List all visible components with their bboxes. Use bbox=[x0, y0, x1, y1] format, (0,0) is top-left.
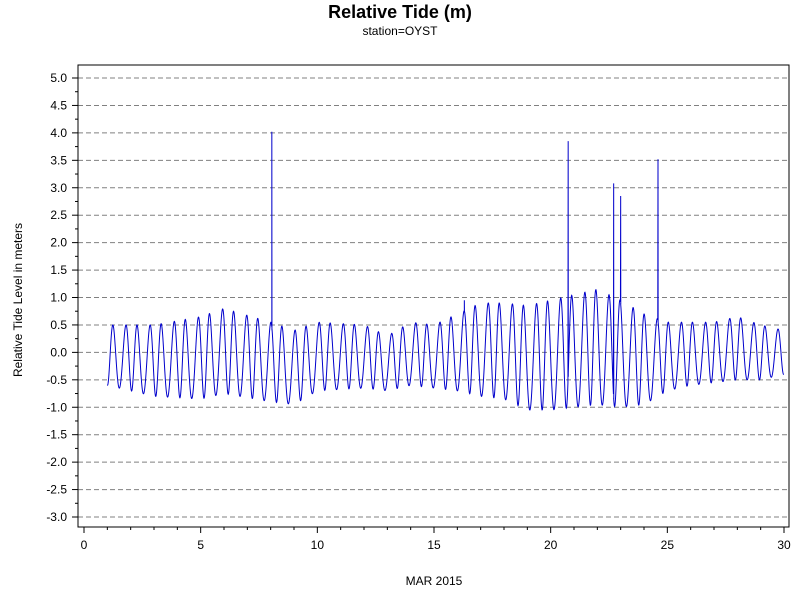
y-tick-label: -3.0 bbox=[46, 510, 67, 524]
x-axis-ticks: 0 5 10 15 20 25 30 bbox=[81, 527, 791, 552]
x-tick-label: 20 bbox=[544, 538, 558, 552]
y-tick-label: 4.5 bbox=[50, 98, 67, 112]
chart-title: Relative Tide (m) bbox=[328, 2, 472, 22]
y-tick-label: -1.0 bbox=[46, 400, 67, 414]
x-tick-label: 25 bbox=[661, 538, 675, 552]
y-tick-label: -1.5 bbox=[46, 428, 67, 442]
y-axis-label: Relative Tide Level in meters bbox=[11, 223, 25, 377]
grid-lines bbox=[78, 77, 789, 518]
x-tick-label: 30 bbox=[777, 538, 791, 552]
y-tick-label: 0.0 bbox=[50, 345, 67, 359]
x-axis-label: MAR 2015 bbox=[406, 574, 463, 588]
y-tick-label: 4.0 bbox=[50, 126, 67, 140]
y-tick-label: -0.5 bbox=[46, 373, 67, 387]
x-tick-label: 0 bbox=[81, 538, 88, 552]
x-tick-label: 5 bbox=[197, 538, 204, 552]
x-tick-label: 15 bbox=[427, 538, 441, 552]
y-tick-label: 2.5 bbox=[50, 208, 67, 222]
y-tick-label: 1.0 bbox=[50, 291, 67, 305]
y-tick-label: 3.5 bbox=[50, 153, 67, 167]
plot-frame bbox=[77, 64, 790, 528]
y-tick-label: 3.0 bbox=[50, 181, 67, 195]
y-tick-label: 2.0 bbox=[50, 236, 67, 250]
x-tick-label: 10 bbox=[311, 538, 325, 552]
y-tick-label: 5.0 bbox=[50, 71, 67, 85]
chart-subtitle: station=OYST bbox=[362, 24, 438, 38]
y-tick-label: 0.5 bbox=[50, 318, 67, 332]
y-tick-label: -2.0 bbox=[46, 455, 67, 469]
tide-series-line bbox=[107, 131, 784, 411]
y-axis-ticks: -3.0 -2.5 -2.0 -1.5 -1.0 -0.5 0.0 0.5 1.0 1.5 2.0 2… bbox=[46, 71, 78, 524]
y-tick-label: 1.5 bbox=[50, 263, 67, 277]
y-tick-label: -2.5 bbox=[46, 483, 67, 497]
